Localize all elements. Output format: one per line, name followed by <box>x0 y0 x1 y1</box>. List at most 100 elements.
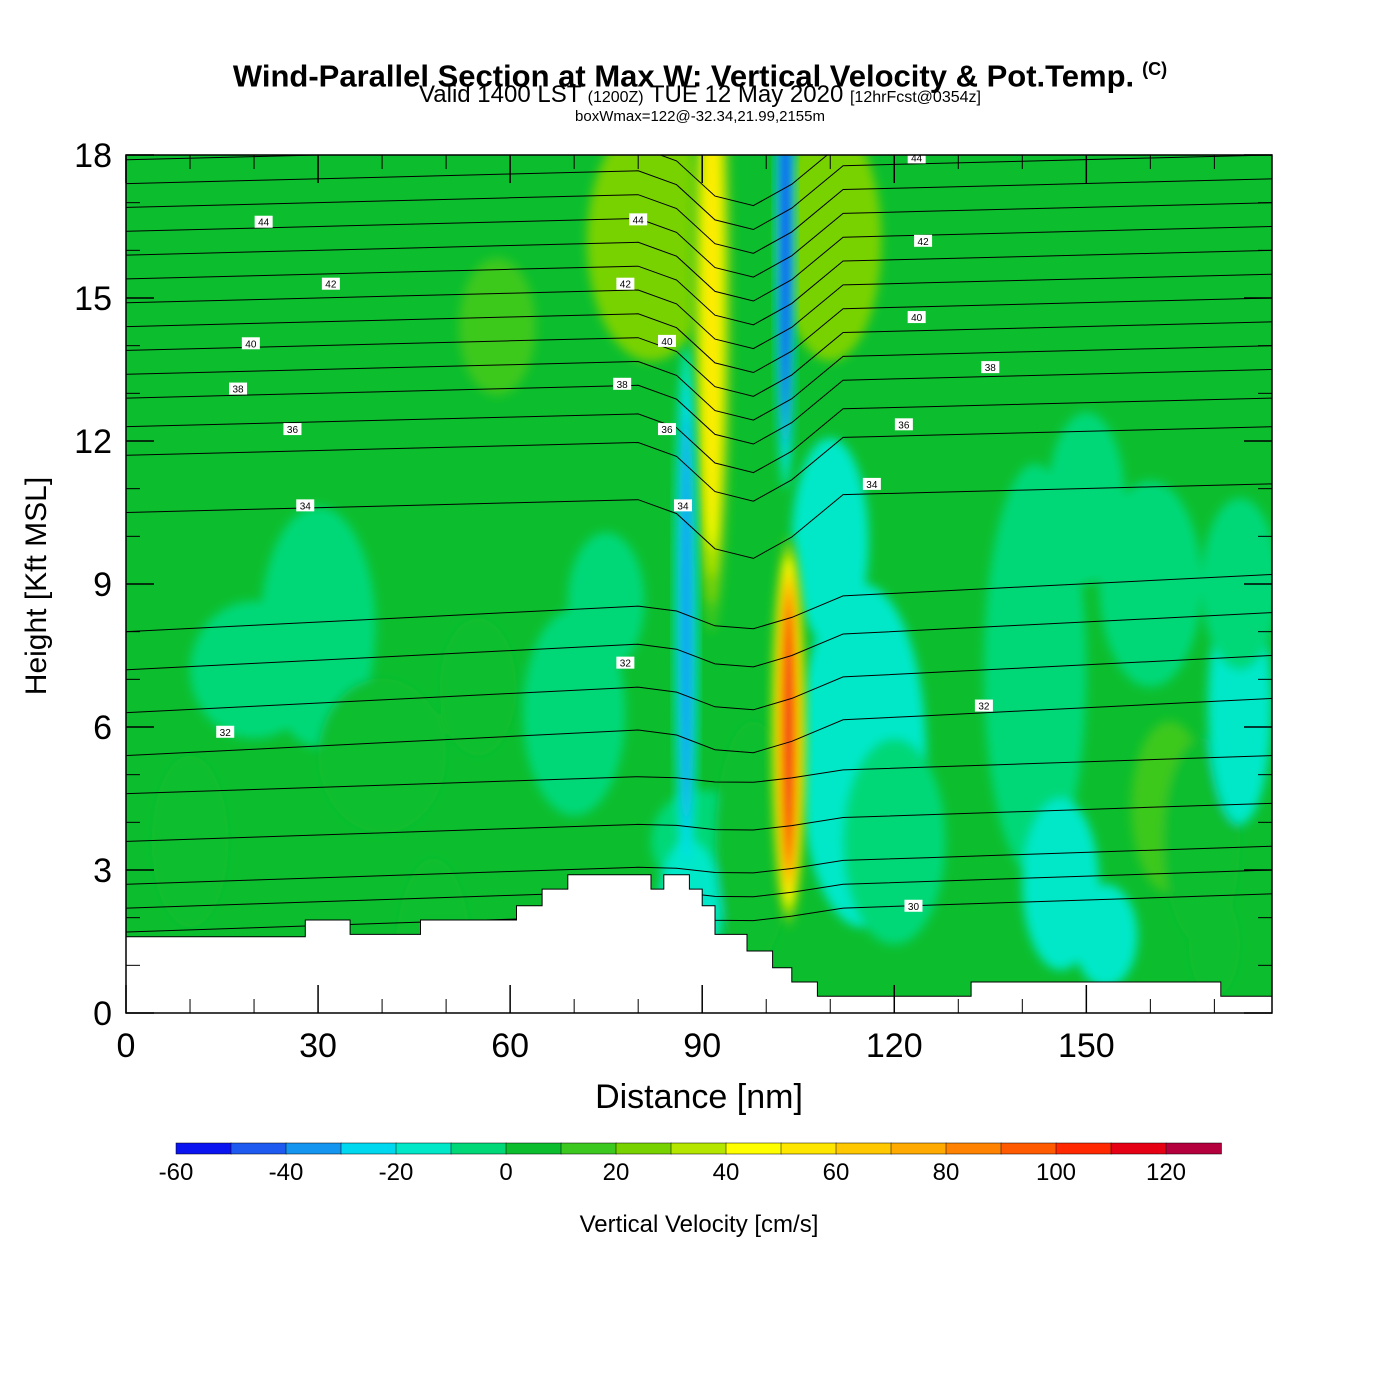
contour-label-text: 34 <box>677 501 689 512</box>
theta-contour <box>126 226 1272 302</box>
contour-label-bg <box>296 499 315 512</box>
theta-contour <box>126 321 1272 397</box>
contour-label-text: 38 <box>985 363 997 374</box>
contour-label-text: 44 <box>258 218 270 229</box>
colorbar-tick-label: -60 <box>159 1159 194 1186</box>
colorbar-tick-label: 60 <box>823 1159 850 1186</box>
contour-label-text: 32 <box>220 728 232 739</box>
valid-date: TUE 12 May 2020 <box>649 81 844 108</box>
contour-label-bg <box>862 477 881 490</box>
contour-label-bg <box>216 725 235 738</box>
updraft-core <box>770 536 807 928</box>
contour-label-bg <box>629 213 648 226</box>
x-tick-label: 0 <box>117 1027 136 1065</box>
theta-contour <box>126 178 1272 254</box>
colorbar-swatch <box>670 1142 727 1155</box>
updraft-upper <box>691 155 733 632</box>
contour-label: 36 <box>894 418 913 431</box>
contour-label-bg <box>616 656 635 669</box>
colorbar-swatch <box>1000 1142 1057 1155</box>
theta-contour <box>126 655 1272 714</box>
contour-label-text: 34 <box>300 501 312 512</box>
field-patch <box>983 463 1087 876</box>
y-axis-label: Height [Kft MSL] <box>20 477 53 695</box>
contour-label-text: 38 <box>617 380 629 391</box>
y-tick-label: 6 <box>93 709 112 747</box>
y-tick-label: 9 <box>93 566 112 604</box>
theta-contour <box>126 697 1272 757</box>
downdraft-1-band <box>782 155 789 403</box>
contour-label-text: 30 <box>908 902 920 913</box>
terrain-shape <box>125 874 1273 1014</box>
colorbar-swatch <box>505 1142 562 1155</box>
colorbar-tick-label: 120 <box>1146 1159 1186 1186</box>
contour-label: 42 <box>321 277 340 291</box>
contour-label: 30 <box>904 899 923 913</box>
contour-label: 40 <box>657 334 676 348</box>
theta-contour <box>126 612 1272 671</box>
box-wmax-info: boxWmax=122@-32.34,21.99,2155m <box>575 108 825 125</box>
contour-label-text: 42 <box>918 237 930 248</box>
theta-contour <box>126 155 828 207</box>
colorbar-swatch <box>560 1142 617 1155</box>
colorbar-swatch <box>175 1142 232 1155</box>
field-patch <box>260 506 376 748</box>
contour-label: 38 <box>613 377 632 391</box>
terrain <box>125 874 1273 1014</box>
contour-label: 34 <box>296 499 315 512</box>
colorbar-swatch <box>835 1142 892 1155</box>
contour-label: 38 <box>229 382 248 396</box>
field-patch <box>1188 892 1240 996</box>
colorbar-tick-label: -20 <box>379 1159 414 1186</box>
field-patch <box>567 532 645 670</box>
theta-contour <box>126 483 1272 559</box>
contour-label: 40 <box>241 337 260 350</box>
colorbar-swatch <box>285 1142 342 1155</box>
colorbar-swatch <box>450 1142 507 1155</box>
updraft-upper-band <box>706 155 718 523</box>
contour-label-text: 32 <box>620 659 632 670</box>
forecast-info: [12hrFcst@0354z] <box>849 89 981 106</box>
contour-label-text: 44 <box>911 153 923 164</box>
contour-label-bg <box>974 699 993 712</box>
x-tick-label: 60 <box>491 1027 529 1065</box>
field-patch <box>843 738 946 945</box>
contour-label-bg <box>229 382 248 395</box>
theta-contour <box>126 802 1272 842</box>
copyright-mark: (C) <box>1142 59 1168 79</box>
contour-label-bg <box>241 337 260 350</box>
colorbar-swatch <box>725 1142 782 1155</box>
contour-label-bg <box>616 277 635 290</box>
contour-label-text: 44 <box>633 215 645 226</box>
contour-label-bg <box>894 418 913 431</box>
colorbar-tick-label: 40 <box>713 1159 740 1186</box>
contour-label: 36 <box>657 423 676 436</box>
theta-contour <box>126 345 1272 421</box>
contour-label-text: 32 <box>978 702 990 713</box>
theta-contour <box>126 893 1272 933</box>
colorbar-swatch <box>230 1142 287 1155</box>
downdraft-0-band <box>681 416 692 828</box>
field-patch <box>439 618 517 756</box>
theta-contours <box>126 155 1272 933</box>
colorbar-swatch <box>945 1142 1002 1155</box>
contour-label-text: 42 <box>620 280 632 291</box>
colorbar-tick-label: 80 <box>933 1159 960 1186</box>
contour-label-bg <box>283 423 302 436</box>
valid-time: Valid 1400 LST <box>419 81 581 108</box>
y-tick-label: 15 <box>74 280 112 318</box>
field-patch <box>1047 412 1125 585</box>
colorbar-label: Vertical Velocity [cm/s] <box>580 1211 819 1238</box>
theta-contour <box>126 869 1272 909</box>
y-tick-label: 18 <box>74 137 112 175</box>
updraft-core-band <box>786 612 791 851</box>
contour-label-text: 36 <box>287 425 299 436</box>
contour-label-text: 40 <box>911 313 923 324</box>
contour-label: 44 <box>907 151 926 164</box>
chart-title: Wind-Parallel Section at Max W: Vertical… <box>0 52 1400 93</box>
colorbar-swatch <box>1055 1142 1112 1155</box>
contour-label-bg <box>904 899 923 912</box>
theta-contour <box>126 249 1272 326</box>
